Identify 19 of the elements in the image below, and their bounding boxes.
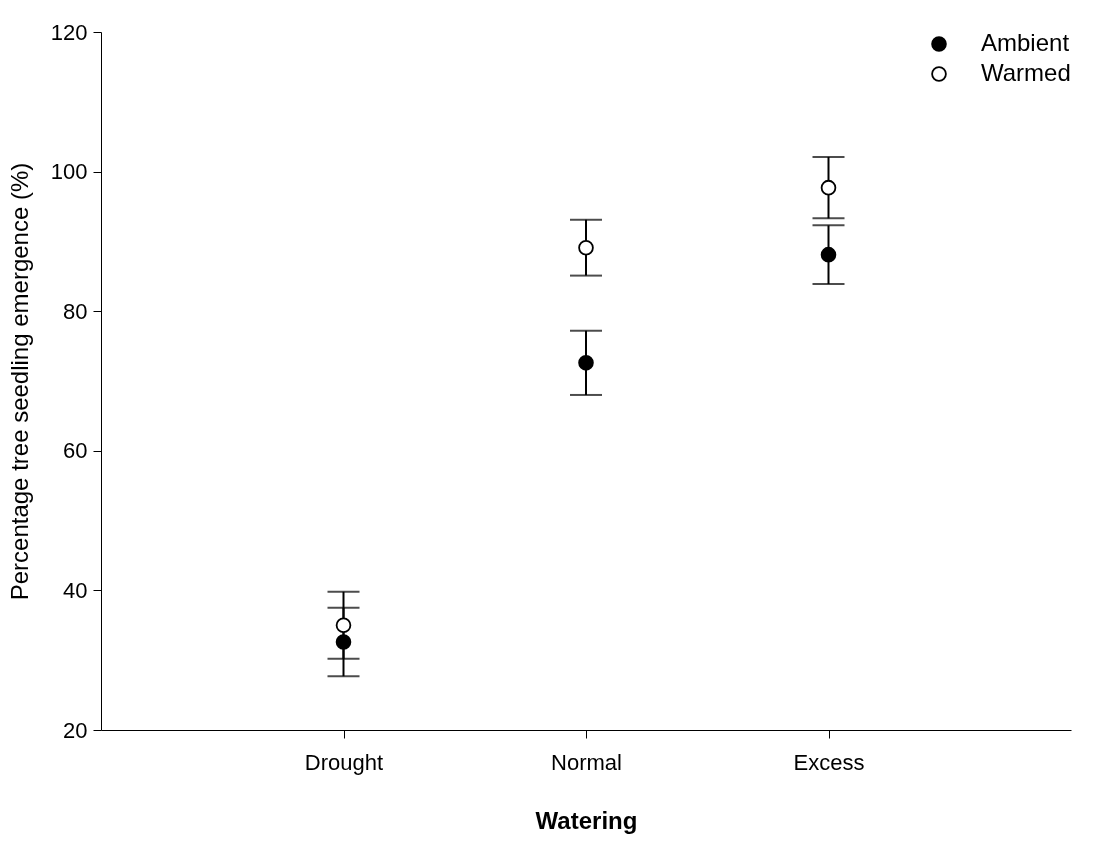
point — [578, 355, 594, 371]
y-tick-label: 120 — [50, 19, 88, 45]
legend-label: Ambient — [981, 29, 1070, 56]
point — [335, 617, 352, 634]
y-tick-label: 100 — [50, 159, 88, 185]
x-axis-title: Watering — [535, 806, 638, 834]
y-tick-label: 20 — [63, 717, 88, 743]
legend-label: Warmed — [981, 59, 1071, 86]
point — [820, 179, 837, 196]
y-tick-label: 60 — [63, 438, 88, 464]
x-tick-label: Normal — [551, 749, 622, 775]
x-tick-label: Drought — [304, 749, 384, 775]
y-tick-label: 40 — [63, 577, 88, 603]
point — [820, 246, 837, 263]
point — [335, 634, 352, 650]
x-tick-label: Excess — [793, 749, 865, 775]
y-axis-title: Percentage tree seedling emergence (%) — [5, 162, 33, 601]
y-tick-label: 80 — [63, 298, 88, 324]
point — [578, 239, 594, 256]
